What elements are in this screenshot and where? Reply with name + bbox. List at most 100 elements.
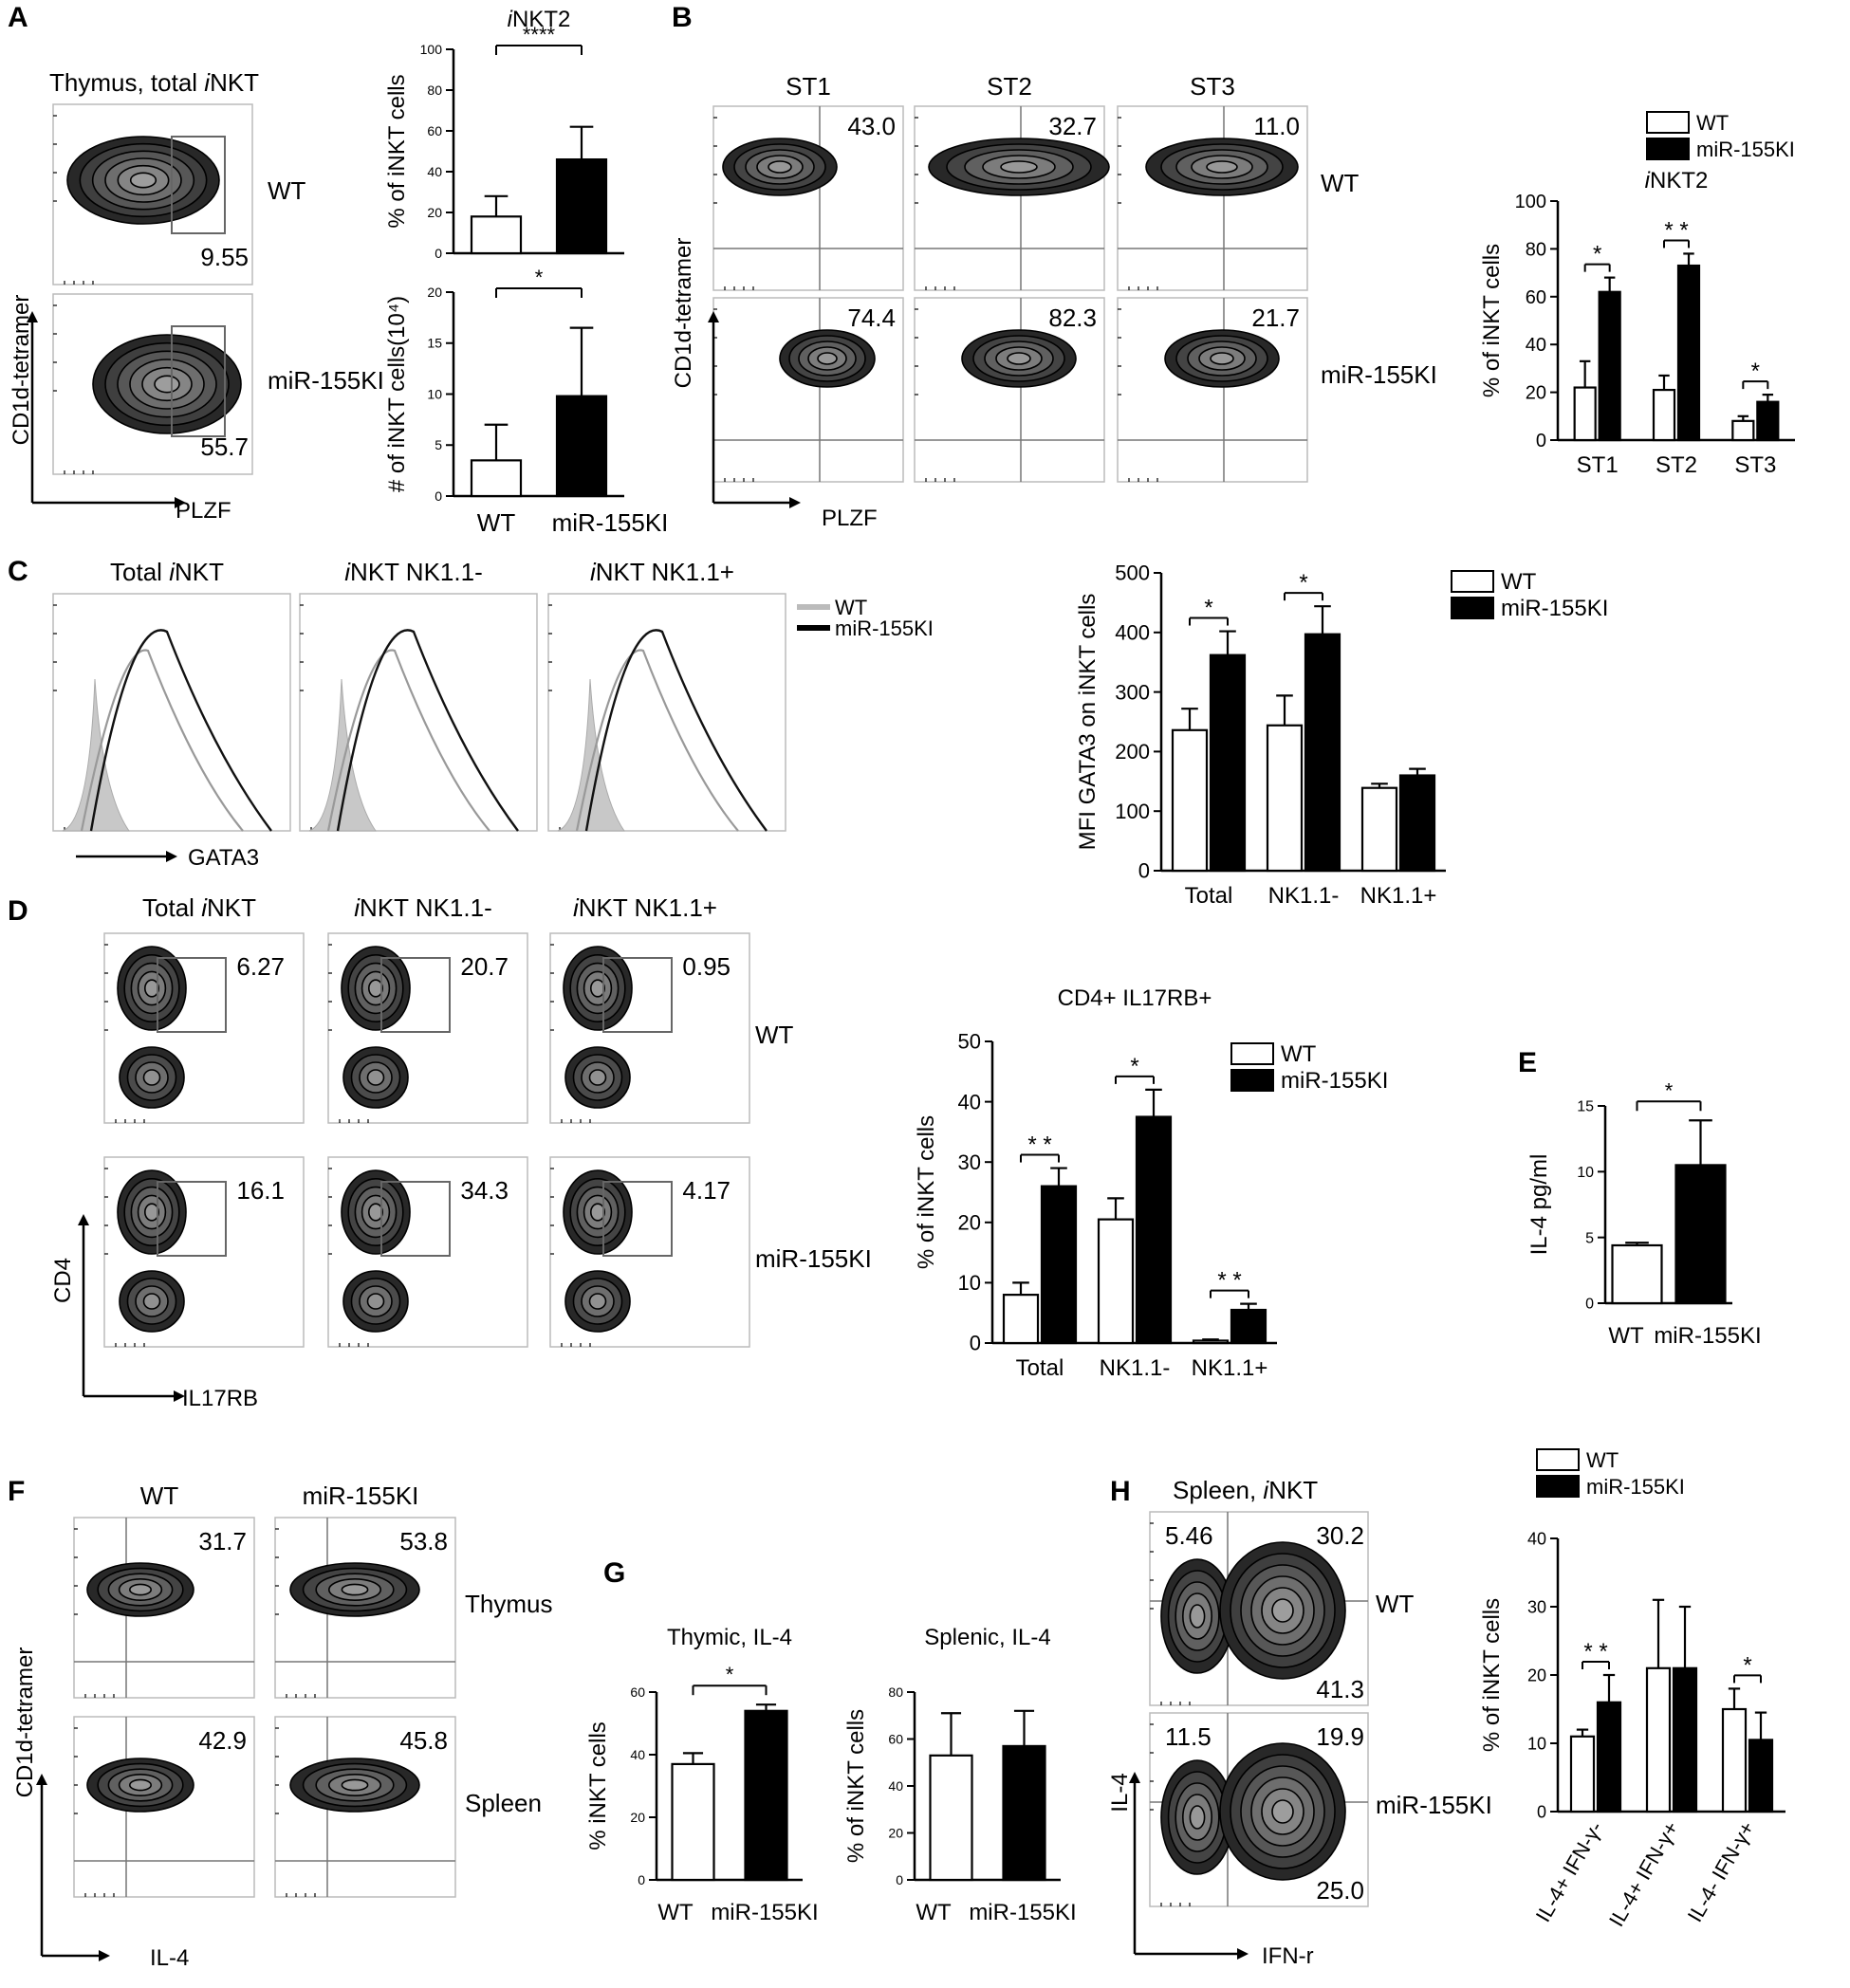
- panel-h-title-part: Spleen,: [1173, 1476, 1263, 1504]
- panel-a-title-part: NKT: [210, 68, 259, 97]
- panel-d-legend-label-ki: miR-155KI: [1281, 1068, 1388, 1094]
- panel-a-contour-ring: [129, 172, 157, 189]
- panel-h-legend-label-wt: WT: [1586, 1448, 1619, 1472]
- A_bottom-bar: [555, 395, 608, 498]
- panel-b-column-header: ST1: [786, 72, 831, 101]
- G_left-sig-label: *: [726, 1663, 734, 1686]
- panel-c-legend-label-ki: miR-155KI: [835, 617, 934, 640]
- panel-c-wt-histogram: [326, 649, 490, 832]
- panel-b-contour-ring: [1210, 352, 1234, 365]
- A_top-title-part: i: [508, 7, 513, 32]
- G_left-bar: [744, 1709, 788, 1882]
- panel-c-column-header-part: i: [169, 558, 176, 586]
- panel-f-column-header: WT: [140, 1482, 179, 1510]
- panel-b-legend-swatch-wt: [1646, 111, 1690, 134]
- panel-h-row-label: WT: [1376, 1590, 1415, 1618]
- A_top-sig-label: ****: [523, 23, 556, 46]
- A_top-y-tick-label: 80: [427, 83, 442, 98]
- B-category-label: ST2: [1656, 452, 1697, 478]
- panel-d-gate: [602, 1181, 673, 1257]
- B-y-tick-label: 100: [1515, 192, 1546, 212]
- panel-b-plot-frame: [1117, 105, 1308, 291]
- H-y-tick-label: 30: [1527, 1597, 1546, 1616]
- panel-b-y-arrowhead: [708, 311, 719, 322]
- G_right-bar: [929, 1754, 973, 1882]
- panel-c-column-header-part: Total: [110, 558, 169, 586]
- panel-d-contour-lower-ring: [366, 1069, 385, 1086]
- panel-c-x-label: GATA3: [188, 845, 259, 871]
- panel-a-title-part: i: [204, 68, 211, 97]
- G_left-y-tick-label: 60: [630, 1684, 645, 1700]
- panel-d-gate-value: 0.95: [682, 952, 731, 981]
- panel-c-legend-swatch-wt: [1451, 570, 1494, 593]
- panel-d-column-header-part: i: [354, 893, 361, 922]
- panel-d-x-label: IL17RB: [182, 1386, 258, 1411]
- panel-h-gate-value-ul: 11.5: [1165, 1722, 1212, 1751]
- H-y-tick-label: 40: [1527, 1529, 1546, 1548]
- panel-c-legend-label-wt: WT: [1501, 569, 1537, 595]
- B-y-tick-label: 40: [1526, 335, 1546, 356]
- G_left-y-tick-label: 20: [630, 1810, 645, 1825]
- panel-f-contour-ring: [129, 1778, 153, 1792]
- panel-b-gate-value: 74.4: [847, 304, 896, 332]
- C-bar: [1360, 786, 1398, 873]
- D-y-tick-label: 10: [958, 1271, 981, 1295]
- E-y-tick-label: 10: [1577, 1165, 1594, 1181]
- panel-c-column-header-part: NKT: [596, 558, 645, 586]
- E-sig-label: *: [1665, 1078, 1674, 1102]
- panel-d-gate-value: 34.3: [460, 1176, 509, 1205]
- panel-d-gate: [157, 957, 227, 1033]
- panel-a-title: Thymus, total iNKT: [49, 68, 259, 97]
- B-bar: [1731, 419, 1755, 442]
- panel-c-column-header-part: i: [344, 558, 351, 586]
- panel-d-column-header-part: NKT: [360, 893, 409, 922]
- panel-f-contour-ring: [341, 1583, 369, 1596]
- panel-letter-F: F: [8, 1476, 25, 1507]
- panel-d-column-header-part: i: [201, 893, 208, 922]
- panel-h-title-part: NKT: [1268, 1476, 1318, 1504]
- panel-d-contour-lower-ring: [588, 1069, 607, 1086]
- panel-c-legend-label-wt: WT: [835, 596, 867, 619]
- B-y-axis-label: % of iNKT cells: [1479, 244, 1505, 397]
- panel-b-gate-value: 43.0: [847, 112, 896, 140]
- panel-d-row-label: miR-155KI: [755, 1244, 872, 1273]
- panel-d-gate: [157, 1181, 227, 1257]
- G_left-y-axis-label: % iNKT cells: [585, 1721, 611, 1850]
- H-category-label: IL-4- IFN-γ+: [1683, 1817, 1760, 1926]
- C-category-label: NK1.1+: [1360, 883, 1437, 909]
- panel-c-ki-histogram: [336, 629, 519, 832]
- D-y-axis-label: % of iNKT cells: [914, 1115, 939, 1269]
- panel-c-isotype-histogram: [62, 678, 130, 832]
- A_top-y-axis-label: % of iNKT cells: [384, 74, 410, 228]
- panel-d-contour-lower-ring: [588, 1293, 607, 1310]
- panel-c-wt-histogram: [575, 649, 739, 832]
- panel-d-contour-upper-ring: [144, 979, 160, 998]
- B-bar: [1676, 264, 1701, 442]
- B-bar: [1598, 290, 1621, 442]
- D-y-tick-label: 30: [958, 1150, 981, 1174]
- panel-a-row-label: WT: [268, 176, 306, 205]
- panel-f-contour-ring: [129, 1583, 153, 1596]
- D-y-tick-label: 0: [970, 1332, 981, 1355]
- D-bar: [1135, 1115, 1173, 1345]
- panel-letter-E: E: [1518, 1047, 1537, 1078]
- panel-d-column-header-part: NK1.1+: [627, 893, 717, 922]
- panel-g-right-category-label: WT: [916, 1900, 952, 1925]
- panel-d-legend-swatch-ki: [1230, 1069, 1274, 1092]
- panel-a-x-arrowhead: [175, 497, 186, 508]
- panel-h-x-arrowhead: [1237, 1948, 1249, 1960]
- panel-a-x-label: PLZF: [176, 498, 231, 524]
- D-sig-label: *: [1130, 1054, 1138, 1079]
- C-y-tick-label: 0: [1138, 859, 1150, 883]
- panel-b-gate-value: 82.3: [1048, 304, 1097, 332]
- B-title: iNKT2: [1645, 168, 1709, 193]
- B-sig-label: * *: [1664, 217, 1688, 243]
- G_right-y-tick-label: 0: [896, 1872, 903, 1887]
- B-sig-label: *: [1593, 242, 1601, 267]
- G_right-y-tick-label: 20: [888, 1825, 903, 1840]
- C-category-label: NK1.1-: [1268, 883, 1340, 909]
- panel-f-gate-value: 45.8: [399, 1726, 448, 1755]
- panel-b-plot-frame: [914, 297, 1105, 483]
- panel-a-y-label: CD1d-tetramer: [9, 295, 34, 446]
- panel-f-gate-value: 31.7: [198, 1527, 247, 1555]
